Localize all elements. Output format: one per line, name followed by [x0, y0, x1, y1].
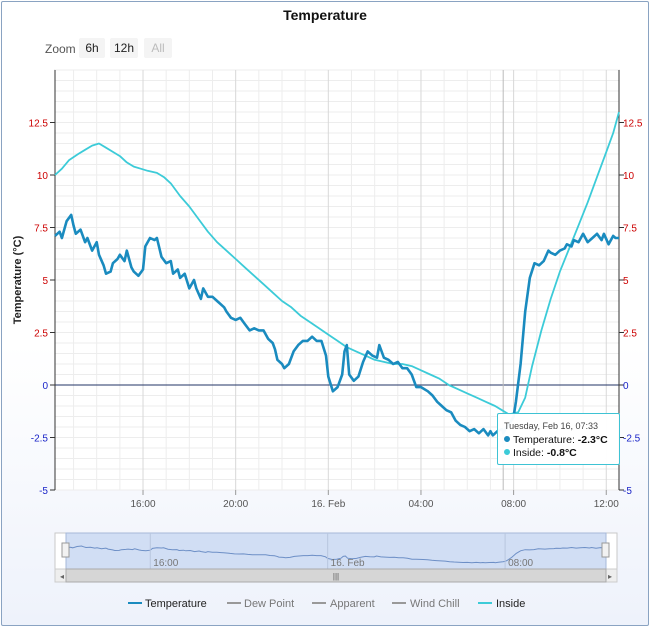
zoom-6h-button[interactable]: 6h	[79, 38, 105, 58]
zoom-all-button[interactable]: All	[144, 38, 172, 58]
tooltip-inside-row: Inside: -0.8°C	[504, 447, 577, 459]
y-tick-label-right: 0	[623, 381, 629, 392]
scrollbar-thumb[interactable]	[65, 568, 607, 583]
legend-item-wind-chill[interactable]: Wind Chill	[392, 598, 460, 610]
inside-marker-icon	[504, 449, 510, 455]
x-tick-label: 20:00	[223, 499, 248, 510]
tooltip-temperature-row: Temperature: -2.3°C	[504, 434, 608, 446]
navigator-handle-left[interactable]	[61, 542, 70, 558]
navigator[interactable]: 16:00 16. Feb 08:00 ||| ◂ ▸	[54, 532, 618, 583]
legend-item-apparent[interactable]: Apparent	[312, 598, 375, 610]
x-tick-label: 08:00	[501, 499, 526, 510]
series-line-temperature	[54, 213, 619, 437]
navigator-tick-label: 16. Feb	[331, 558, 365, 569]
navigator-series	[65, 545, 606, 564]
y-tick-label-left: 5	[42, 276, 48, 287]
tooltip-inside-value: -0.8°C	[546, 447, 577, 459]
legend-label: Apparent	[330, 598, 375, 610]
x-tick-label: 12:00	[594, 499, 619, 510]
legend-item-dew-point[interactable]: Dew Point	[227, 598, 294, 610]
chart-title: Temperature	[283, 7, 367, 23]
legend-label: Dew Point	[244, 598, 294, 610]
legend-label: Inside	[496, 598, 525, 610]
zoom-label: Zoom	[45, 42, 76, 56]
legend-label: Temperature	[145, 598, 207, 610]
legend-label: Wind Chill	[410, 598, 460, 610]
x-tick-label: 16. Feb	[311, 499, 345, 510]
tooltip-inside-label: Inside:	[513, 447, 547, 459]
navigator-series-line	[65, 545, 606, 564]
y-tick-label-left: 2.5	[34, 329, 48, 340]
y-tick-label-right: -5	[623, 486, 632, 497]
navigator-ticks: 16:00 16. Feb 08:00	[149, 533, 534, 569]
y-axis-title: Temperature (°C)	[12, 235, 24, 324]
x-axis-labels: 16:00 20:00 16. Feb 04:00 08:00 12:00	[131, 490, 619, 510]
x-tick-label: 04:00	[408, 499, 433, 510]
tooltip: Tuesday, Feb 16, 07:33 Temperature: -2.3…	[497, 413, 620, 465]
tooltip-date: Tuesday, Feb 16, 07:33	[504, 421, 599, 431]
y-tick-label-right: 7.5	[623, 224, 637, 235]
scrollbar-right-arrow[interactable]: ▸	[608, 572, 612, 581]
y-tick-label-left: 7.5	[34, 224, 48, 235]
y-tick-label-left: 12.5	[29, 119, 49, 130]
y-tick-label-left: -2.5	[31, 434, 49, 445]
tooltip-temperature-label: Temperature:	[513, 434, 578, 446]
legend-item-inside[interactable]: Inside	[478, 598, 525, 610]
legend: Temperature Dew Point Apparent Wind Chill In…	[128, 598, 525, 610]
navigator-selection[interactable]	[65, 532, 607, 570]
series-line-inside	[54, 111, 620, 416]
y-tick-label-right: 10	[623, 171, 635, 182]
y-tick-label-left: 0	[42, 381, 48, 392]
tooltip-temperature-value: -2.3°C	[577, 434, 608, 446]
y-tick-label-left: 10	[37, 171, 49, 182]
y-tick-label-left: -5	[39, 486, 48, 497]
legend-item-temperature[interactable]: Temperature	[128, 598, 207, 610]
y-tick-label-right: 2.5	[623, 329, 637, 340]
y-tick-label-right: 5	[623, 276, 629, 287]
navigator-tick-label: 08:00	[508, 558, 533, 569]
x-tick-label: 16:00	[131, 499, 156, 510]
y-axis-labels: -5 -5 -2.5 -2.5 0 0 2.5 2.5 5 5 7.5 7.5 10 10 12.5 12.5	[29, 119, 643, 498]
scrollbar-left-arrow[interactable]: ◂	[60, 572, 64, 581]
zoom-12h-button[interactable]: 12h	[110, 38, 138, 58]
y-tick-label-right: -2.5	[623, 434, 641, 445]
navigator-tick-label: 16:00	[153, 558, 178, 569]
y-tick-label-right: 12.5	[623, 119, 643, 130]
scrollbar-grip: |||	[333, 572, 339, 581]
temperature-marker-icon	[504, 436, 510, 442]
navigator-handle-right[interactable]	[601, 542, 610, 558]
